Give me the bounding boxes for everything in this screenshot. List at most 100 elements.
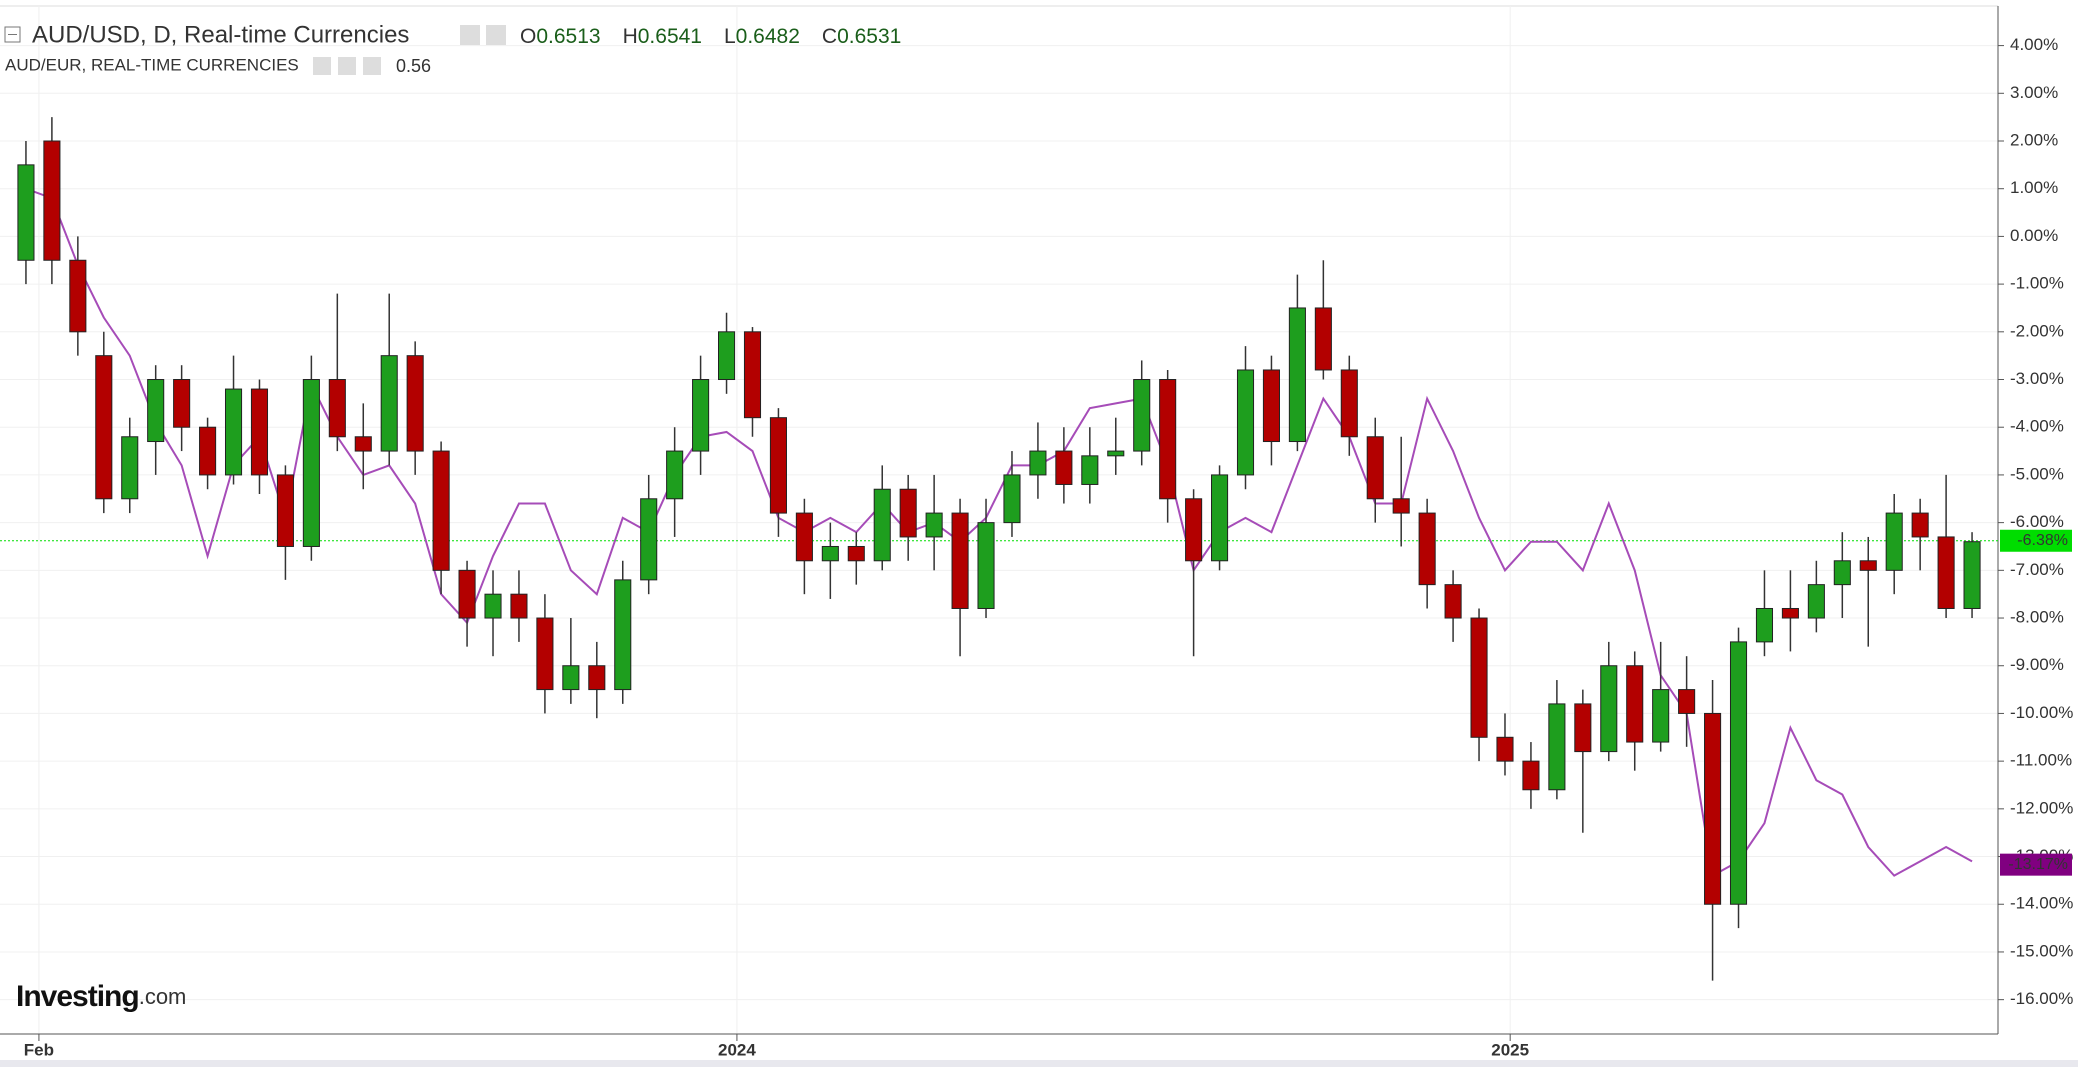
candle-body (121, 436, 139, 500)
icon (486, 25, 506, 45)
last-value-label: -13.17% (2008, 856, 2068, 873)
candle-body (1678, 689, 1696, 714)
candle-body (276, 474, 294, 547)
candle-body (1600, 665, 1618, 753)
candle-body (17, 164, 35, 261)
candle-body (224, 388, 243, 476)
icon (460, 25, 480, 45)
candle-body (692, 379, 710, 452)
candle-body (380, 355, 398, 452)
candle-body (1781, 607, 1799, 619)
candle-body (1418, 512, 1436, 586)
ohlc-key: H (623, 25, 638, 48)
candle-body (147, 379, 165, 443)
candle-body (1081, 455, 1099, 485)
last-value-label: -6.38% (2017, 532, 2068, 549)
candle-body (1288, 307, 1306, 443)
ohlc-value: 0.6531 (837, 25, 901, 48)
candle-body (406, 355, 424, 452)
x-tick-label: Feb (24, 1040, 54, 1059)
y-tick-label: -4.00% (2010, 417, 2064, 436)
logo-brand: Investing (16, 980, 139, 1013)
candle-body (588, 665, 606, 691)
y-tick-label: 2.00% (2010, 130, 2058, 149)
x-tick-label: 2025 (1491, 1040, 1529, 1059)
overlay-name: AUD/EUR, REAL-TIME CURRENCIES (5, 55, 299, 74)
y-tick-label: -8.00% (2010, 608, 2064, 627)
candle-body (873, 488, 891, 562)
candle-body (977, 522, 995, 609)
ohlc-value: 0.6541 (638, 25, 702, 48)
candle-body (1159, 379, 1177, 500)
candle-body (899, 488, 917, 538)
icon (363, 57, 381, 75)
candle-body (1626, 665, 1644, 743)
candle-body (1262, 369, 1280, 443)
candle-body (1236, 369, 1255, 476)
y-tick-label: -2.00% (2010, 321, 2064, 340)
icon (338, 57, 356, 75)
y-tick-label: -15.00% (2010, 941, 2073, 960)
candle-body (1729, 641, 1748, 905)
y-tick-label: 1.00% (2010, 178, 2058, 197)
candle-body (1029, 450, 1047, 476)
logo-suffix: .com (139, 984, 187, 1009)
candle-body (795, 512, 813, 562)
candle-body (666, 450, 684, 500)
ohlc-key: C (822, 25, 837, 48)
candle-body (328, 379, 346, 438)
candle-body (1340, 369, 1358, 438)
candle-body (1652, 689, 1670, 743)
candle-body (718, 331, 736, 381)
candle-body (1133, 379, 1151, 452)
candle-body (1937, 536, 1955, 609)
candle-body (1003, 474, 1021, 524)
y-tick-label: -12.00% (2010, 798, 2073, 817)
candle-body (1496, 736, 1514, 762)
candle-body (847, 545, 865, 562)
candle-body (199, 426, 217, 476)
candle-body (1704, 712, 1722, 905)
candle-body (1574, 703, 1592, 753)
candle-body (743, 331, 762, 419)
candle-body (1211, 474, 1229, 562)
candle-body (1548, 703, 1566, 791)
last-value-badge (2000, 853, 2072, 876)
y-tick-label: -3.00% (2010, 369, 2064, 388)
candle-body (1833, 560, 1851, 586)
y-tick-label: -14.00% (2010, 894, 2073, 913)
y-tick-label: -10.00% (2010, 703, 2073, 722)
y-tick-label: -5.00% (2010, 464, 2064, 483)
candle-body (510, 593, 528, 619)
y-tick-label: -7.00% (2010, 560, 2064, 579)
logo: Investing.com (16, 980, 186, 1013)
overlay-line (25, 187, 1973, 878)
y-tick-label: -9.00% (2010, 655, 2064, 674)
candle-body (1755, 607, 1774, 643)
candle-body (1444, 584, 1462, 619)
bottom-strip (0, 1060, 2078, 1067)
y-tick-label: -1.00% (2010, 274, 2064, 293)
candle-body (1185, 498, 1203, 562)
candle-body (536, 617, 554, 691)
candle-body (1314, 307, 1332, 371)
candle-body (1107, 450, 1125, 457)
ohlc: O0.6513 H0.6541 L0.6482 C0.6531 (520, 25, 901, 48)
candle-body (1522, 760, 1540, 791)
candle-body (1885, 512, 1903, 571)
candle-body (432, 450, 450, 571)
candle-body (1055, 450, 1073, 485)
y-tick-label: -11.00% (2010, 751, 2072, 770)
candle-body (69, 259, 87, 333)
ohlc-value: 0.6513 (536, 25, 600, 48)
candle-body (614, 579, 632, 691)
ohlc-key: L (724, 25, 736, 48)
ohlc-value: 0.6482 (736, 25, 800, 48)
candle-body (250, 388, 269, 476)
icon (313, 57, 331, 75)
y-tick-label: 4.00% (2010, 35, 2058, 54)
candle-body (821, 545, 839, 562)
last-value-badge (2000, 529, 2072, 552)
overlay-value: 0.56 (396, 56, 431, 76)
